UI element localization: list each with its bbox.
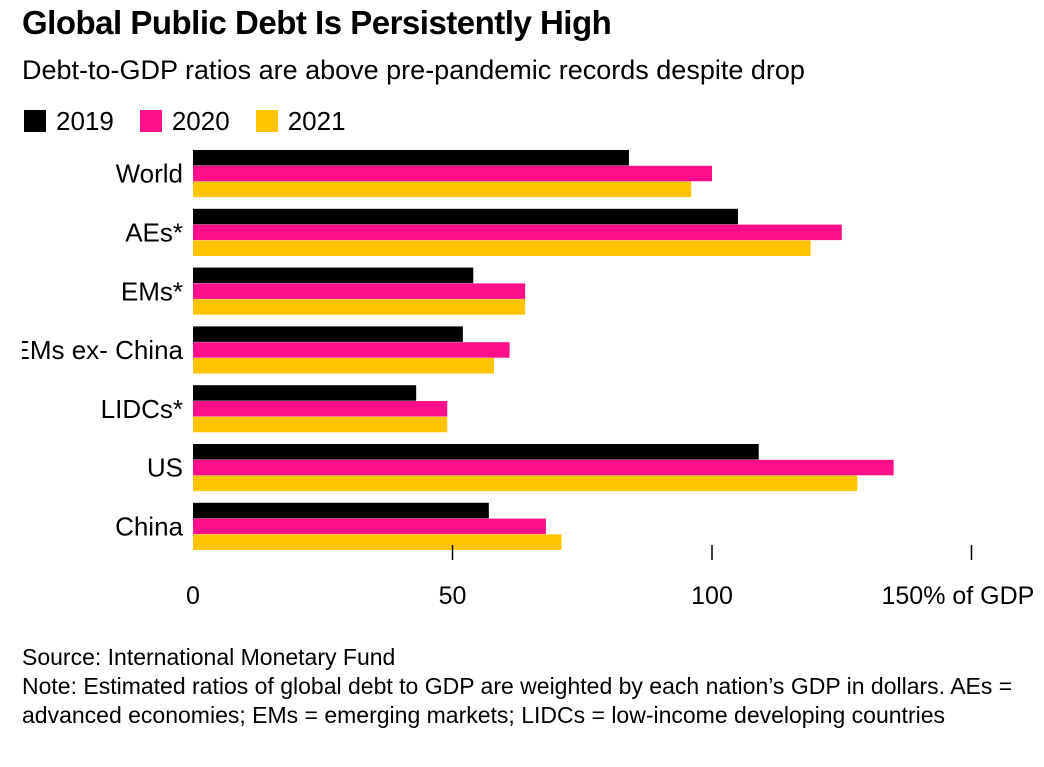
category-label: China (115, 512, 183, 542)
bar-2019-2 (193, 267, 474, 284)
bar-2021-5 (193, 475, 858, 492)
source-note: Source: International Monetary Fund (22, 644, 396, 670)
methodology-note: Note: Estimated ratios of global debt to… (22, 673, 1013, 728)
bar-2019-3 (193, 326, 463, 342)
legend-label-2021: 2021 (287, 105, 346, 136)
chart-title: Global Public Debt Is Persistently High (22, 4, 612, 41)
legend-label-2020: 2020 (171, 105, 230, 136)
bar-2020-6 (193, 518, 546, 535)
x-axis: 0 50 100 150% of GDP (186, 545, 1034, 610)
category-label: AEs* (125, 218, 183, 248)
category-labels: World AEs* EMs* EMs ex- China LIDCs* US China (13, 159, 184, 542)
legend-swatch-2021 (255, 110, 278, 132)
legend-label-2019: 2019 (56, 105, 114, 136)
bar-2021-6 (193, 534, 562, 550)
bar-2019-1 (193, 208, 738, 225)
bars-group (193, 150, 894, 550)
bar-2019-4 (193, 385, 417, 401)
legend-item-2019: 2019 (24, 106, 114, 137)
category-label: EMs* (121, 276, 183, 306)
legend: 2019 2020 2021 (24, 104, 372, 138)
footer: Source: International Monetary Fund Note… (22, 643, 1032, 730)
category-label: EMs ex- China (13, 335, 184, 365)
x-tick-label: 0 (186, 582, 200, 610)
bar-2021-4 (193, 416, 448, 433)
x-tick-label: 100 (691, 582, 733, 610)
category-label: US (147, 453, 183, 483)
bar-2020-1 (193, 224, 842, 241)
x-tick-label: 150% of GDP (882, 582, 1035, 610)
bar-2020-5 (193, 459, 894, 476)
legend-swatch-2019 (24, 110, 46, 132)
bar-2020-3 (193, 342, 510, 358)
legend-item-2020: 2020 (139, 105, 230, 137)
legend-item-2021: 2021 (255, 105, 346, 137)
bar-2021-2 (193, 299, 526, 315)
bar-2019-0 (193, 150, 629, 166)
legend-swatch-2020 (139, 110, 162, 132)
category-label: LIDCs* (101, 394, 183, 424)
bar-2021-3 (193, 358, 495, 374)
bar-2021-1 (193, 240, 811, 256)
bar-2020-4 (193, 401, 448, 417)
bar-2020-2 (193, 283, 526, 299)
category-label: World (116, 159, 183, 189)
bar-2019-6 (193, 502, 489, 519)
x-tick-label: 50 (439, 582, 467, 610)
chart-subtitle: Debt-to-GDP ratios are above pre-pandemi… (22, 55, 805, 85)
bar-2021-0 (193, 181, 692, 198)
bar-2019-5 (193, 444, 759, 460)
bar-2020-0 (193, 165, 712, 182)
